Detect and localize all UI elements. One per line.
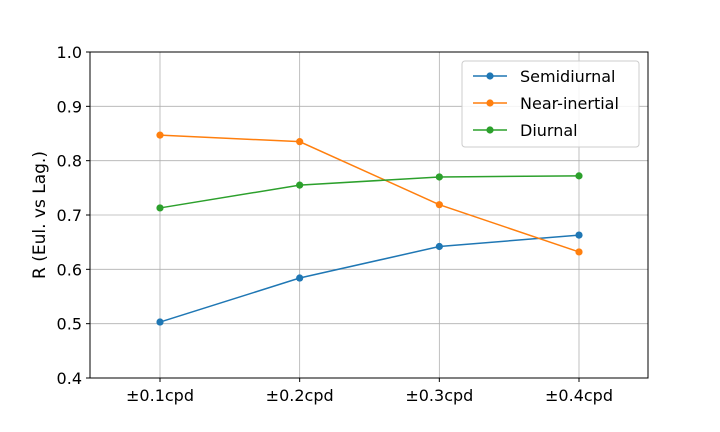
data-point xyxy=(435,201,443,209)
legend-item: Diurnal xyxy=(473,121,578,140)
series-semidiurnal xyxy=(156,231,583,326)
data-point xyxy=(156,131,164,139)
y-tick-label: 0.6 xyxy=(57,260,82,279)
data-point xyxy=(296,181,304,189)
legend-label: Semidiurnal xyxy=(520,67,615,86)
legend-marker xyxy=(486,72,494,80)
data-point xyxy=(435,242,443,251)
data-point xyxy=(435,173,443,181)
y-tick-label: 0.8 xyxy=(57,152,82,171)
data-point xyxy=(296,138,304,146)
x-tick-label: ±0.1cpd xyxy=(126,386,194,405)
series-line xyxy=(159,134,580,253)
x-tick-label: ±0.2cpd xyxy=(266,386,334,405)
data-point xyxy=(575,231,583,239)
series-diurnal xyxy=(156,172,583,212)
legend-item: Semidiurnal xyxy=(473,67,615,86)
legend-label: Near-inertial xyxy=(520,94,619,113)
data-point xyxy=(296,274,304,282)
data-point xyxy=(156,318,164,326)
legend-marker xyxy=(486,126,494,134)
y-tick-label: 0.5 xyxy=(57,315,82,334)
series-near-inertial xyxy=(156,131,583,256)
data-point xyxy=(575,248,583,256)
series-layer xyxy=(156,131,583,326)
y-tick-label: 0.9 xyxy=(57,97,82,116)
y-tick-label: 0.7 xyxy=(57,206,82,225)
legend-marker xyxy=(486,99,494,107)
y-tick-label: 1.0 xyxy=(57,43,82,62)
axes: 0.4 0.5 0.6 0.7 0.8 0.9 1.0 ±0.1cpd ±0.2cpd ±0.3c… xyxy=(57,43,613,405)
legend-box xyxy=(461,60,640,148)
series-line xyxy=(159,175,580,209)
y-tick-label: 0.4 xyxy=(57,369,82,388)
data-point xyxy=(575,172,583,180)
legend: Semidiurnal Near-inertial Diurnal xyxy=(461,60,640,148)
x-tick-label: ±0.4cpd xyxy=(545,386,613,405)
legend-label: Diurnal xyxy=(520,121,578,140)
legend-item: Near-inertial xyxy=(473,94,619,113)
series-line xyxy=(159,234,580,323)
x-tick-label: ±0.3cpd xyxy=(405,386,473,405)
data-point xyxy=(156,204,164,212)
y-axis-label: R (Eul. vs Lag.) xyxy=(30,151,50,279)
